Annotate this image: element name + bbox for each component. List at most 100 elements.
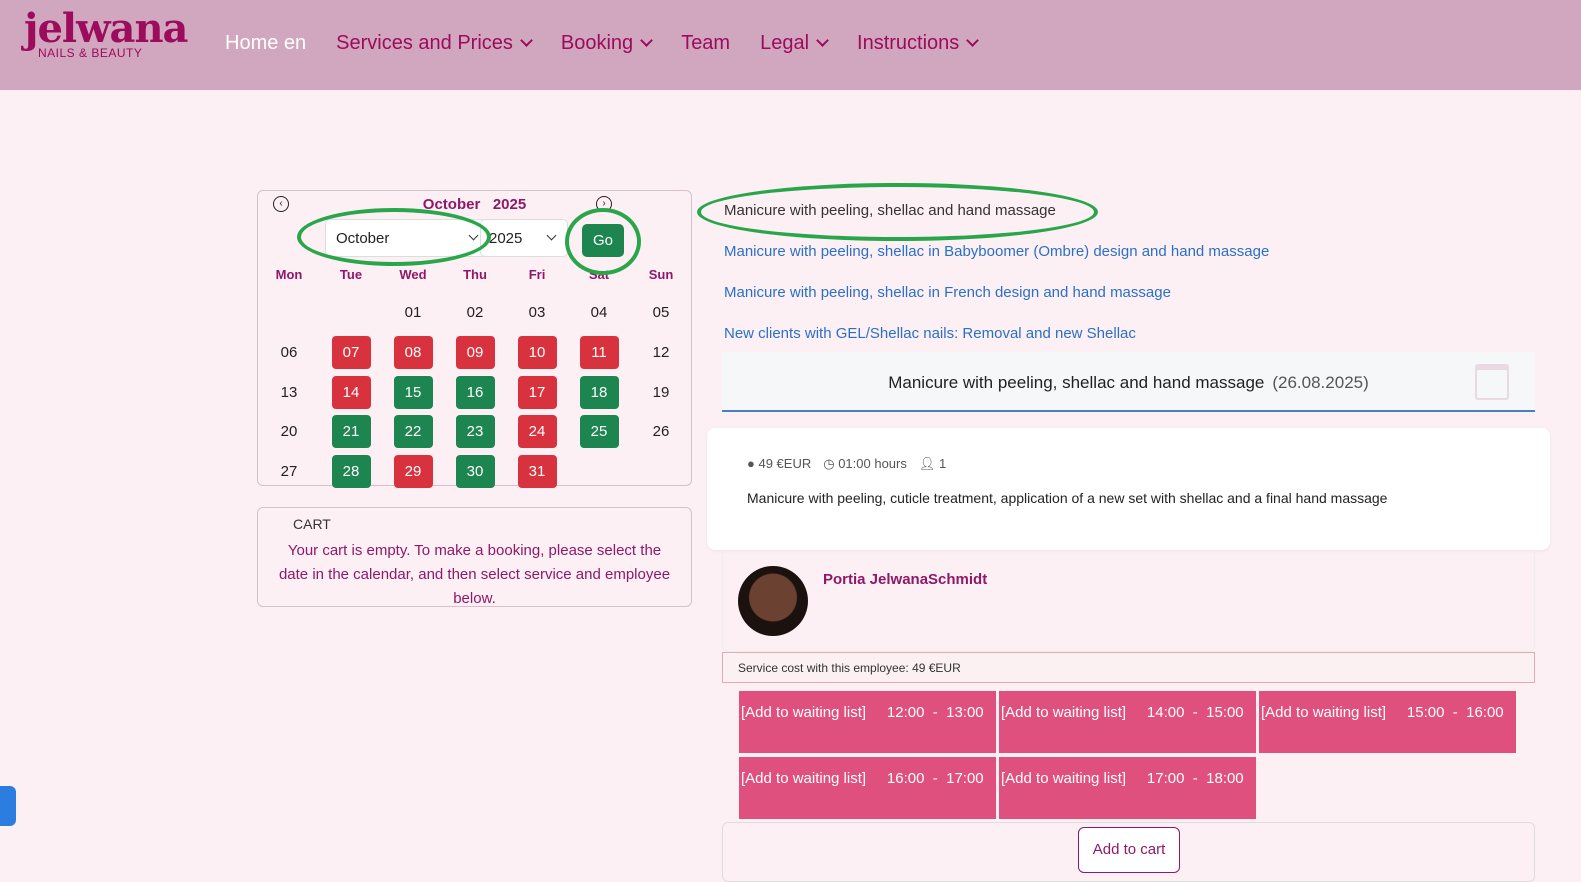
calendar-day[interactable]: 23 — [444, 412, 506, 452]
employee-card[interactable]: Portia JelwanaSchmidt — [722, 550, 1535, 652]
chevron-down-icon — [546, 230, 557, 241]
weekday-label: Thu — [463, 267, 487, 282]
calendar-day: 06 — [258, 333, 320, 373]
calendar-day: 27 — [258, 452, 320, 492]
calendar-day[interactable]: 09 — [444, 333, 506, 373]
service-link[interactable]: Manicure with peeling, shellac in Babybo… — [724, 243, 1270, 260]
day-number: 17 — [517, 375, 557, 409]
prev-month-icon[interactable]: ‹ — [273, 196, 289, 212]
calendar-day[interactable]: 28 — [320, 452, 382, 492]
calendar: ‹ October 2025 › October 2025 Go Mon Tue W… — [257, 190, 693, 489]
employee-cost: Service cost with this employee: 49 €EUR — [722, 652, 1535, 683]
selected-service-title: Manicure with peeling, shellac and hand … — [888, 373, 1265, 392]
calendar-title: October 2025 — [422, 196, 527, 213]
day-number: 12 — [652, 344, 670, 362]
day-number: 02 — [466, 304, 484, 322]
chevron-down-icon — [816, 34, 829, 47]
day-number: 24 — [517, 415, 557, 449]
calendar-day[interactable]: 24 — [506, 412, 568, 452]
nav-item[interactable]: Legal — [760, 32, 829, 55]
nav-label: Legal — [760, 32, 810, 54]
calendar-day: 01 — [382, 293, 444, 333]
calendar-day: 02 — [444, 293, 506, 333]
calendar-day: 19 — [630, 372, 692, 412]
calendar-day: 05 — [630, 293, 692, 333]
cart-panel: CART Your cart is empty. To make a booki… — [257, 507, 692, 607]
nav-item[interactable]: Team — [681, 32, 730, 55]
weekday-label: Tue — [339, 267, 363, 282]
calendar-day[interactable]: 22 — [382, 412, 444, 452]
empty-day — [320, 293, 382, 333]
day-number: 11 — [579, 336, 619, 370]
weekday-label: Fri — [528, 267, 546, 282]
day-number: 26 — [652, 423, 670, 441]
calendar-day[interactable]: 10 — [506, 333, 568, 373]
calendar-day[interactable]: 08 — [382, 333, 444, 373]
calendar-day[interactable]: 07 — [320, 333, 382, 373]
price: ● 49 €EUR — [747, 456, 812, 471]
day-number: 30 — [455, 455, 495, 489]
calendar-day: 26 — [630, 412, 692, 452]
day-number: 09 — [455, 336, 495, 370]
time-slot-button[interactable]: [Add to waiting list] 15:00 - 16:00 — [1259, 691, 1516, 753]
nav-item[interactable]: Booking — [560, 32, 654, 55]
nav-item[interactable]: Services and Prices — [336, 32, 533, 55]
top-navbar: jelwana NAILS & BEAUTY Home en Services a… — [0, 0, 1581, 90]
nav-item[interactable]: Instructions — [857, 32, 980, 55]
day-number: 14 — [331, 375, 371, 409]
time-slot-button[interactable]: [Add to waiting list] 14:00 - 15:00 — [999, 691, 1256, 753]
next-month-icon[interactable]: › — [596, 196, 612, 212]
day-number: 25 — [579, 415, 619, 449]
calendar-day[interactable]: 14 — [320, 372, 382, 412]
calendar-icon — [1475, 364, 1509, 400]
time-slot-button[interactable]: [Add to waiting list] 17:00 - 18:00 — [999, 757, 1256, 819]
time-slot-button[interactable]: [Add to waiting list] 12:00 - 13:00 — [739, 691, 996, 753]
day-number: 18 — [579, 375, 619, 409]
go-button[interactable]: Go — [582, 224, 624, 257]
day-number: 01 — [404, 304, 422, 322]
year-select[interactable]: 2025 — [480, 219, 568, 257]
time-slot-button[interactable]: [Add to waiting list] 16:00 - 17:00 — [739, 757, 996, 819]
empty-day — [258, 293, 320, 333]
service-link[interactable]: Manicure with peeling, shellac in French… — [724, 284, 1171, 301]
cart-empty-text: Your cart is empty. To make a booking, p… — [278, 542, 671, 607]
calendar-day[interactable]: 31 — [506, 452, 568, 492]
calendar-day[interactable]: 11 — [568, 333, 630, 373]
selected-date: (26.08.2025) — [1272, 373, 1369, 392]
calendar-day: 13 — [258, 372, 320, 412]
add-to-cart-button[interactable]: Add to cart — [1078, 827, 1180, 873]
calendar-day[interactable]: 30 — [444, 452, 506, 492]
nav-label: Booking — [560, 32, 634, 54]
accessibility-icon[interactable] — [0, 786, 16, 826]
service-link[interactable]: New clients with GEL/Shellac nails: Remo… — [724, 325, 1136, 342]
nav-label: Home en — [225, 32, 307, 54]
calendar-day[interactable]: 18 — [568, 372, 630, 412]
calendar-day[interactable]: 15 — [382, 372, 444, 412]
calendar-day[interactable]: 25 — [568, 412, 630, 452]
calendar-day[interactable]: 16 — [444, 372, 506, 412]
service-description: Manicure with peeling, cuticle treatment… — [747, 490, 1388, 506]
weekday-label: Sat — [588, 267, 610, 282]
employee-name: Portia JelwanaSchmidt — [823, 571, 988, 588]
day-number: 20 — [280, 423, 298, 441]
chevron-down-icon — [640, 34, 654, 47]
day-number: 05 — [652, 304, 670, 322]
day-number: 27 — [280, 463, 298, 481]
cart-action-area: Add to cart — [722, 822, 1535, 882]
calendar-day: 03 — [506, 293, 568, 333]
logo[interactable]: jelwana NAILS & BEAUTY — [24, 5, 188, 61]
persons: 👤︎ 1 — [918, 456, 947, 471]
month-select[interactable]: October — [325, 219, 490, 257]
chevron-down-icon — [520, 34, 533, 47]
day-number: 08 — [393, 336, 433, 370]
calendar-day[interactable]: 17 — [506, 372, 568, 412]
calendar-day[interactable]: 21 — [320, 412, 382, 452]
nav-label: Services and Prices — [336, 32, 513, 54]
cart-heading: CART — [293, 516, 331, 532]
day-number: 28 — [331, 455, 371, 489]
nav-item[interactable]: Home en — [225, 32, 306, 55]
service-link[interactable]: Manicure with peeling, shellac and hand … — [724, 202, 1056, 219]
calendar-day[interactable]: 29 — [382, 452, 444, 492]
weekday-header: Mon Tue Wed Thu Fri Sat Sun — [258, 267, 693, 282]
day-number: 06 — [280, 344, 298, 362]
